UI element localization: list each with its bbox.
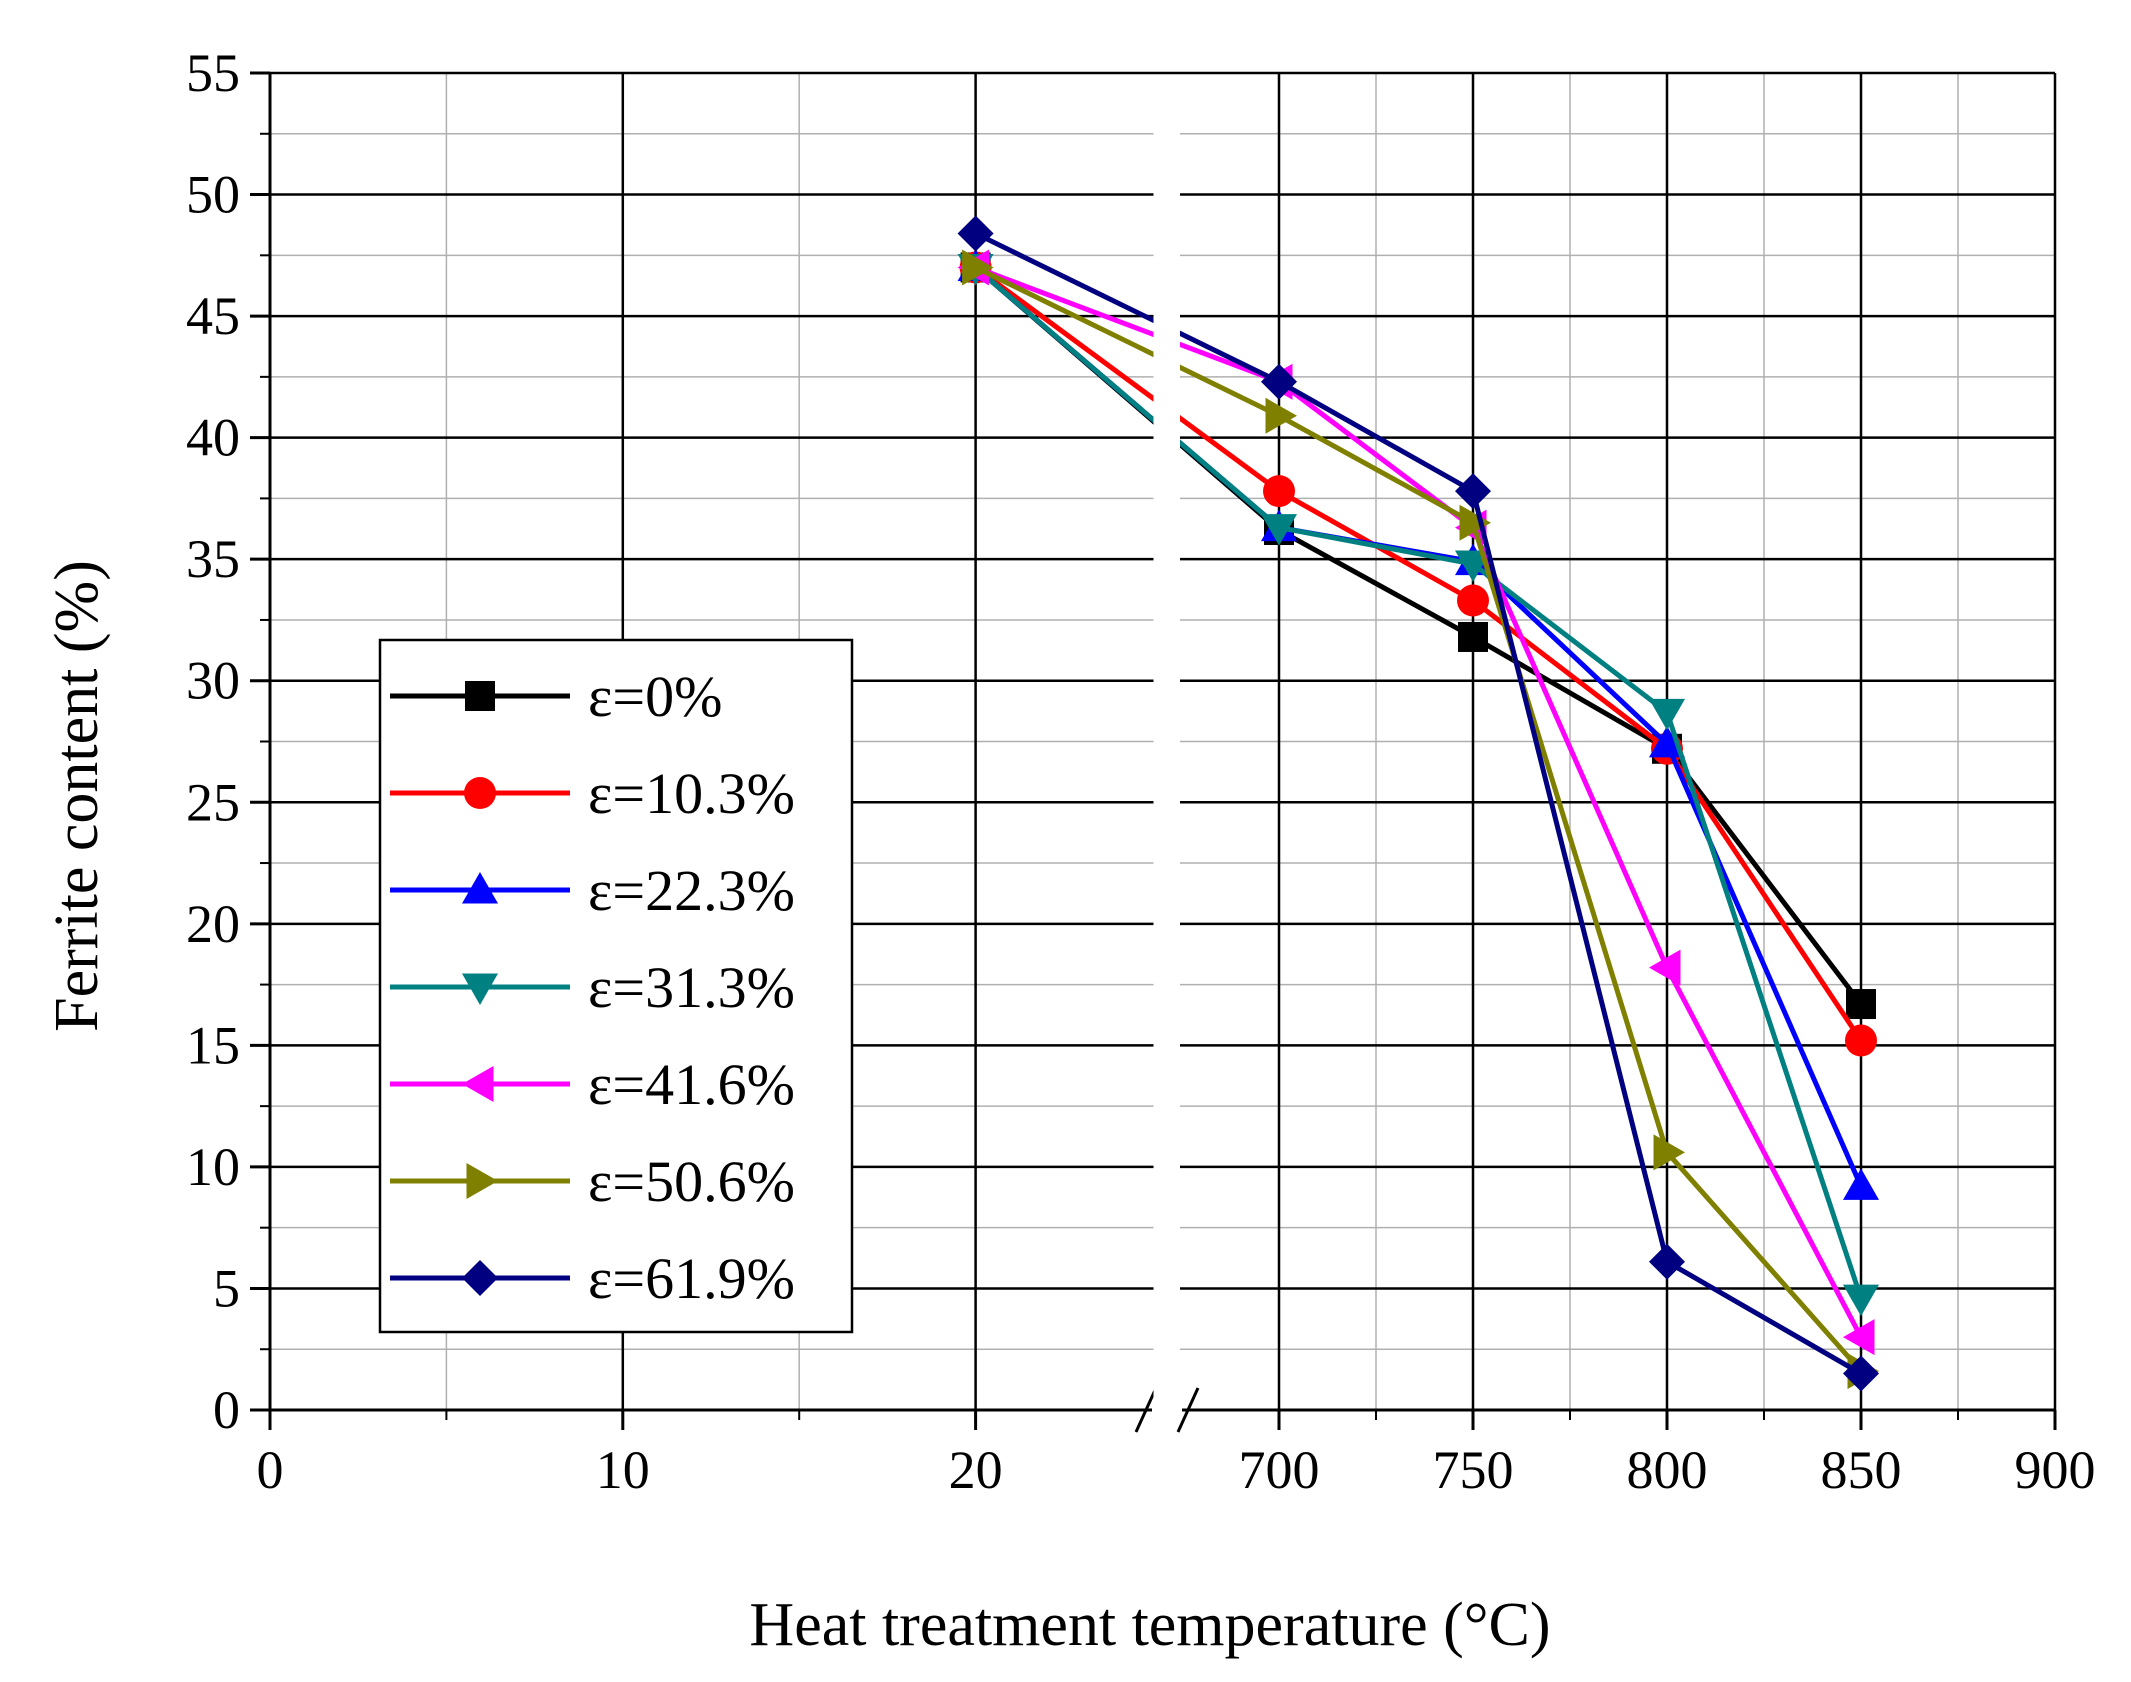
data-point (1261, 363, 1297, 400)
y-tick-label: 40 (186, 408, 240, 468)
legend: ε=0% ε=10.3% ε=22.3% ε=31.3% ε=41.6% ε=50.6% ε… (378, 638, 854, 1334)
x-tick-label: 0 (257, 1440, 284, 1500)
y-tick-label: 5 (213, 1258, 240, 1318)
legend-label: ε=61.9% (588, 1246, 795, 1311)
data-point (1458, 621, 1488, 652)
series-line (973, 265, 1864, 1188)
legend-label: ε=10.3% (588, 761, 795, 826)
data-point (1843, 1355, 1879, 1392)
series-3 (957, 253, 1879, 1317)
legend-marker (462, 872, 498, 904)
legend-marker (464, 777, 496, 809)
y-tick-label: 30 (186, 651, 240, 711)
legend-marker (462, 1260, 498, 1296)
x-tick-label: 900 (2015, 1440, 2096, 1500)
axis-break-mark (1134, 1387, 1158, 1433)
data-point (1653, 1134, 1685, 1171)
data-point (1455, 473, 1491, 510)
data-point (1263, 475, 1295, 508)
x-tick-label: 850 (1821, 1440, 1902, 1500)
data-point (1457, 584, 1489, 617)
y-tick-label: 50 (186, 165, 240, 225)
y-tick-label: 20 (186, 894, 240, 954)
axis-break-gap (1154, 78, 1180, 1405)
data-point (1649, 949, 1681, 986)
data-point (1843, 1284, 1879, 1317)
legend-label: ε=22.3% (588, 858, 795, 923)
y-tick-label: 15 (186, 1015, 240, 1075)
series-line (973, 265, 1864, 1299)
legend-marker (465, 681, 495, 711)
legend-label: ε=41.6% (588, 1052, 795, 1117)
x-axis-title: Heat treatment temperature (°C) (749, 1591, 1550, 1659)
data-point (1649, 1243, 1685, 1280)
legend-label: ε=31.3% (588, 955, 795, 1020)
data-point (1843, 1168, 1879, 1200)
x-tick-label: 700 (1239, 1440, 1320, 1500)
legend-marker (462, 1066, 494, 1102)
y-tick-label: 25 (186, 772, 240, 832)
data-point (1846, 989, 1876, 1020)
y-axis-title: Ferrite content (%) (43, 560, 111, 1032)
series-layer (957, 78, 1879, 1405)
axis-break-mark (1176, 1387, 1200, 1433)
x-tick-label: 750 (1433, 1440, 1514, 1500)
series-2 (957, 249, 1879, 1200)
x-tick-label: 20 (949, 1440, 1003, 1500)
data-point (1845, 1024, 1877, 1057)
x-tick-label: 800 (1627, 1440, 1708, 1500)
data-point (1649, 725, 1685, 758)
data-point (1459, 504, 1491, 541)
data-point (962, 249, 994, 286)
legend-marker (462, 973, 498, 1005)
y-tick-label: 45 (186, 286, 240, 346)
series-5 (962, 249, 1879, 1390)
legend-label: ε=0% (588, 664, 722, 729)
legend-marker (466, 1163, 498, 1199)
y-tick-label: 10 (186, 1137, 240, 1197)
series-line (974, 265, 1863, 1373)
data-point (1261, 514, 1297, 546)
y-tick-label: 55 (186, 43, 240, 103)
data-point (1265, 397, 1297, 434)
legend-label: ε=50.6% (588, 1149, 795, 1214)
y-tick-label: 0 (213, 1380, 240, 1440)
axis-layer: 0 5 10 15 20 25 30 35 40 45 50 55 0 10 20 700 750 800 850 9… (186, 43, 2096, 1500)
y-tick-label: 35 (186, 529, 240, 589)
data-point (957, 215, 994, 252)
data-point (1649, 698, 1685, 731)
data-point (1843, 1319, 1875, 1356)
x-tick-label: 10 (596, 1440, 650, 1500)
